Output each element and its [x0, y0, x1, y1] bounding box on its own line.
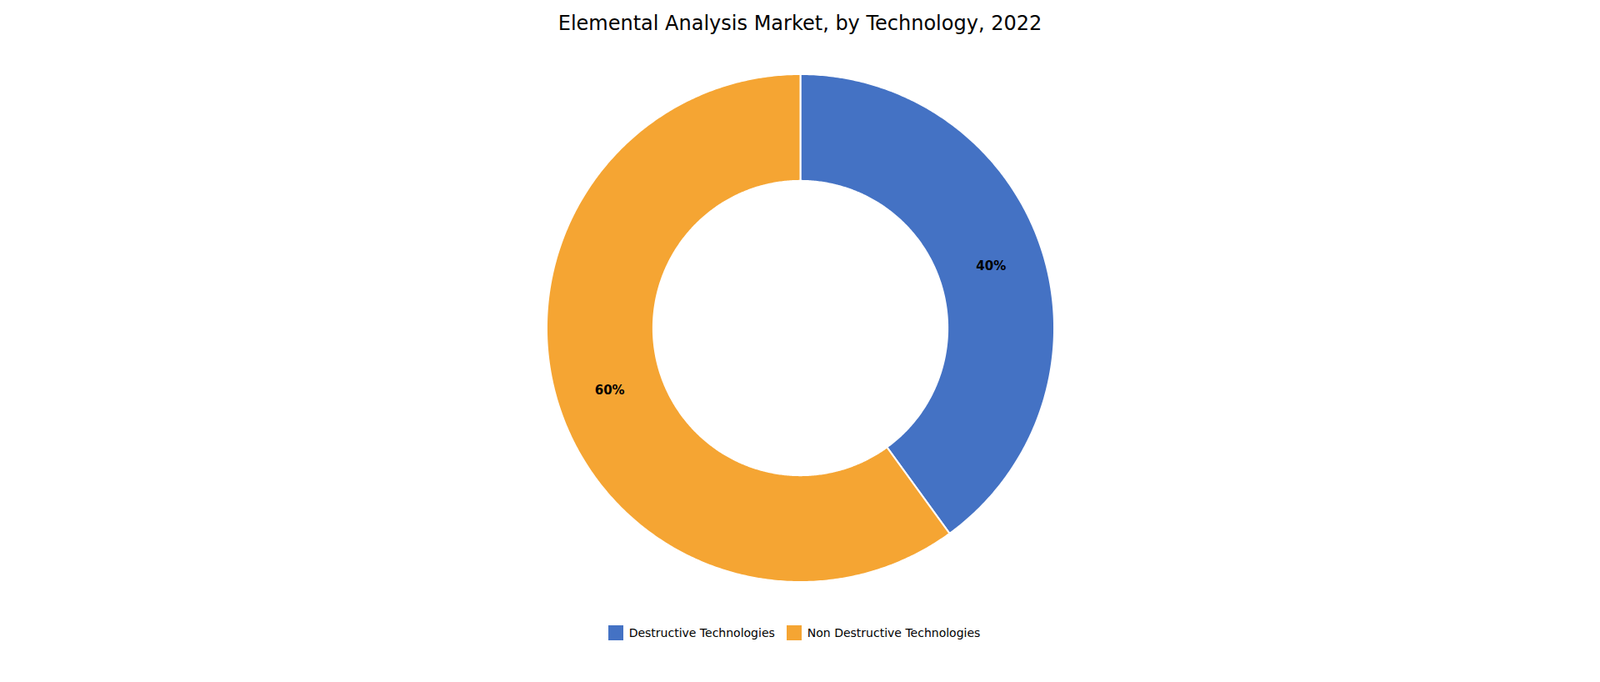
html-text:Destructive Technologies: Destructive Technologies — [628, 625, 775, 639]
html-text:Non Destructive Technologies: Non Destructive Technologies — [807, 625, 981, 639]
html-text:Elemental Analysis Market, by: Elemental Analysis Market, by Technology… — [558, 11, 1042, 35]
svg-text:40%: 40% — [975, 258, 1006, 274]
svg-text:60%: 60% — [595, 382, 625, 398]
